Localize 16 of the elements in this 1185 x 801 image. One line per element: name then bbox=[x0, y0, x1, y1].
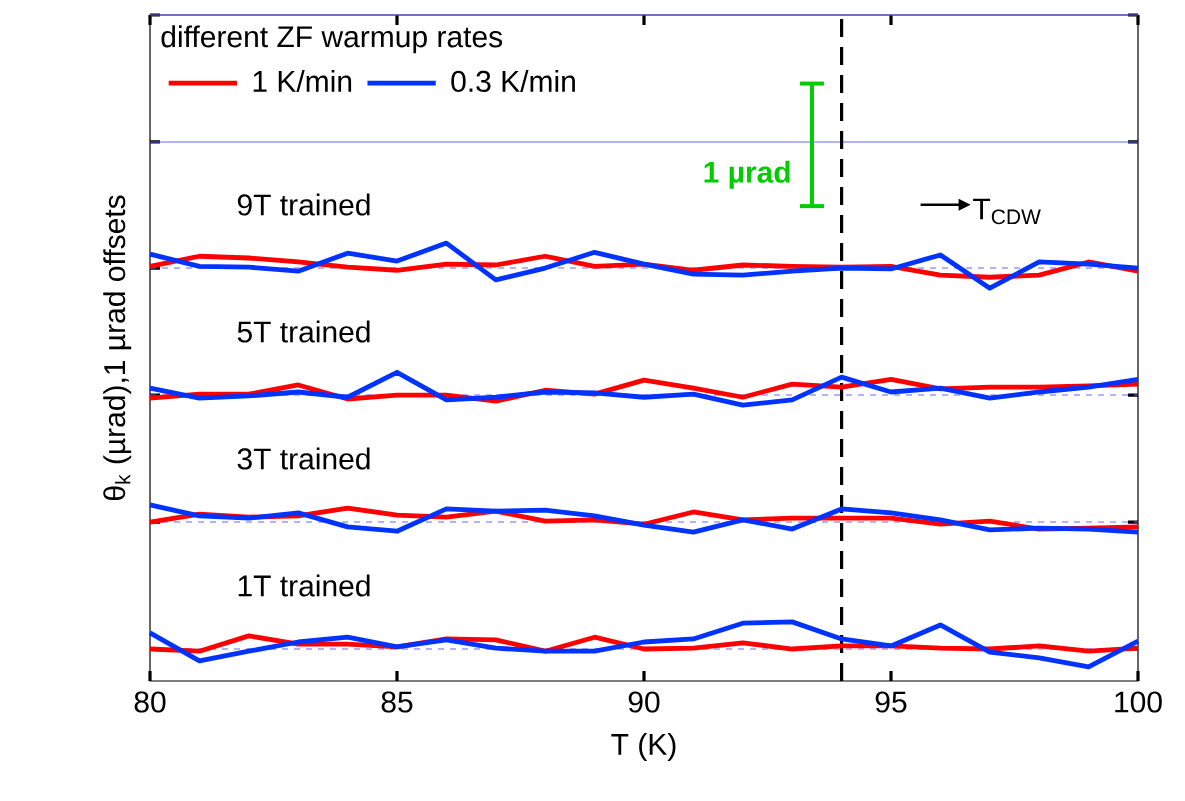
legend-label: 0.3 K/min bbox=[451, 70, 575, 93]
x-tick-label: 80 bbox=[134, 691, 166, 713]
annotation: 1T trained bbox=[238, 574, 370, 597]
text: 1 µrad bbox=[704, 160, 790, 189]
x-axis-title: T (K) bbox=[611, 733, 676, 761]
x-tick-label: 90 bbox=[628, 691, 660, 713]
legend-label: 1 K/min bbox=[253, 70, 352, 93]
text: 9T trained bbox=[237, 193, 370, 216]
text: T$_{CDW}$ bbox=[973, 198, 1041, 225]
x-tick-label: 95 bbox=[875, 691, 907, 713]
legend-title: different ZF warmup rates bbox=[161, 25, 503, 54]
annotation: 5T trained bbox=[237, 320, 370, 343]
x-tick-label: 100 bbox=[1115, 691, 1162, 713]
y-axis-title: θ$_{k}$ (µrad),1 µrad offsets bbox=[103, 195, 132, 501]
x-tick-label: 85 bbox=[381, 691, 413, 713]
annotation: 3T trained bbox=[237, 447, 370, 470]
